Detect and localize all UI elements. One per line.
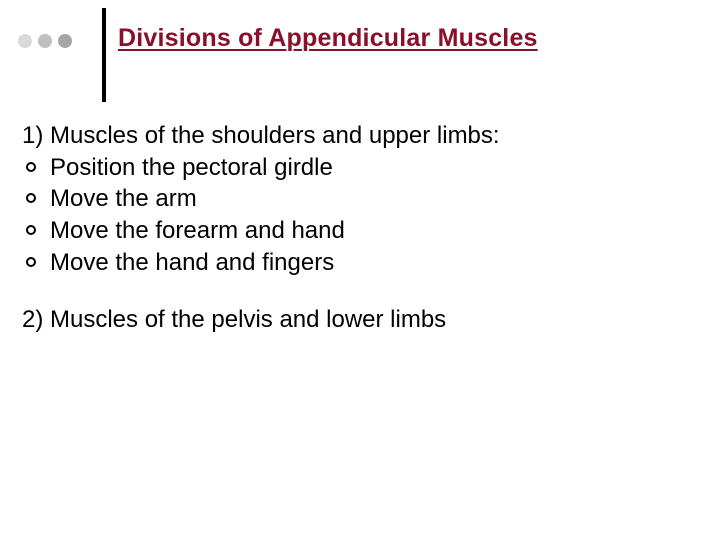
vertical-divider (102, 8, 106, 102)
list-item-text: Move the arm (50, 185, 197, 212)
slide-body: 1) Muscles of the shoulders and upper li… (22, 120, 690, 336)
dot-icon (18, 34, 32, 48)
slide-title: Divisions of Appendicular Muscles (118, 24, 538, 53)
bullet-list: Position the pectoral girdle Move the ar… (22, 152, 690, 279)
list-item: Position the pectoral girdle (22, 152, 690, 184)
list-item: Move the arm (22, 183, 690, 215)
slide: Divisions of Appendicular Muscles 1) Mus… (0, 0, 720, 540)
list-item-text: Move the hand and fingers (50, 249, 334, 276)
section-heading: 2) Muscles of the pelvis and lower limbs (22, 304, 690, 336)
slide-title-text: Divisions of Appendicular Muscles (118, 24, 538, 52)
decorative-dots (18, 34, 72, 48)
list-item-text: Position the pectoral girdle (50, 154, 333, 181)
dot-icon (38, 34, 52, 48)
list-item: Move the hand and fingers (22, 247, 690, 279)
slide-header: Divisions of Appendicular Muscles (0, 20, 720, 80)
dot-icon (58, 34, 72, 48)
list-item: Move the forearm and hand (22, 215, 690, 247)
list-item-text: Move the forearm and hand (50, 217, 345, 244)
section-heading: 1) Muscles of the shoulders and upper li… (22, 120, 690, 152)
